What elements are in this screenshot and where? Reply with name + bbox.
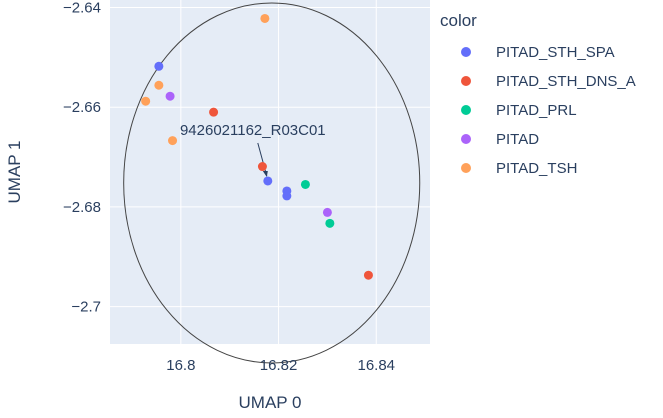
- annotation-label: 9426021162_R03C01: [180, 122, 326, 139]
- y-axis-title: UMAP 1: [5, 141, 24, 204]
- data-point[interactable]: [300, 179, 310, 189]
- data-point[interactable]: [257, 162, 267, 172]
- legend-label: PITAD_TSH: [496, 160, 577, 177]
- data-point[interactable]: [282, 191, 292, 201]
- data-point[interactable]: [263, 176, 273, 186]
- data-point[interactable]: [168, 136, 178, 146]
- legend-label: PITAD: [496, 131, 539, 148]
- highlight-circle-layer: [123, 2, 421, 364]
- highlight-circle: [123, 2, 421, 364]
- y-tick-label: −2.64: [63, 0, 101, 16]
- data-point[interactable]: [322, 207, 332, 217]
- legend-item[interactable]: PITAD_STH_SPA: [461, 44, 615, 61]
- annotation-layer: 9426021162_R03C01: [180, 122, 326, 177]
- legend-marker: [461, 76, 471, 86]
- data-point[interactable]: [154, 80, 164, 90]
- x-tick-label: 16.8: [166, 357, 195, 374]
- legend-item[interactable]: PITAD_STH_DNS_A: [461, 73, 636, 90]
- legend-marker: [461, 47, 471, 57]
- y-tick-label: −2.66: [63, 99, 101, 116]
- grid-lines: [110, 0, 430, 344]
- annotation-arrowhead: [262, 170, 268, 177]
- data-point[interactable]: [325, 218, 335, 228]
- data-points: [141, 13, 373, 280]
- plot-background: [110, 0, 430, 344]
- x-tick-labels: 16.8 16.82 16.84: [166, 357, 395, 374]
- legend-label: PITAD_PRL: [496, 102, 577, 119]
- data-point[interactable]: [260, 13, 270, 23]
- data-point[interactable]: [154, 61, 164, 71]
- data-point[interactable]: [165, 91, 175, 101]
- y-tick-label: −2.7: [71, 299, 101, 316]
- annotation-arrow: [257, 142, 268, 177]
- legend-label: PITAD_STH_DNS_A: [496, 73, 636, 90]
- legend-item[interactable]: PITAD: [461, 131, 539, 148]
- data-point[interactable]: [141, 96, 151, 106]
- legend[interactable]: PITAD_STH_SPA PITAD_STH_DNS_A PITAD_PRL PIT…: [461, 44, 636, 177]
- data-point[interactable]: [363, 270, 373, 280]
- y-tick-labels: −2.64 −2.66 −2.68 −2.7: [63, 0, 101, 316]
- legend-item[interactable]: PITAD_PRL: [461, 102, 577, 119]
- legend-item[interactable]: PITAD_TSH: [461, 160, 577, 177]
- x-tick-label: 16.82: [260, 357, 298, 374]
- y-tick-label: −2.68: [63, 199, 101, 216]
- legend-marker: [461, 105, 471, 115]
- x-tick-label: 16.84: [357, 357, 395, 374]
- x-axis-title: UMAP 0: [239, 393, 302, 412]
- legend-marker: [461, 163, 471, 173]
- data-point[interactable]: [209, 107, 219, 117]
- legend-label: PITAD_STH_SPA: [496, 44, 615, 61]
- legend-marker: [461, 134, 471, 144]
- legend-title: color: [440, 11, 477, 30]
